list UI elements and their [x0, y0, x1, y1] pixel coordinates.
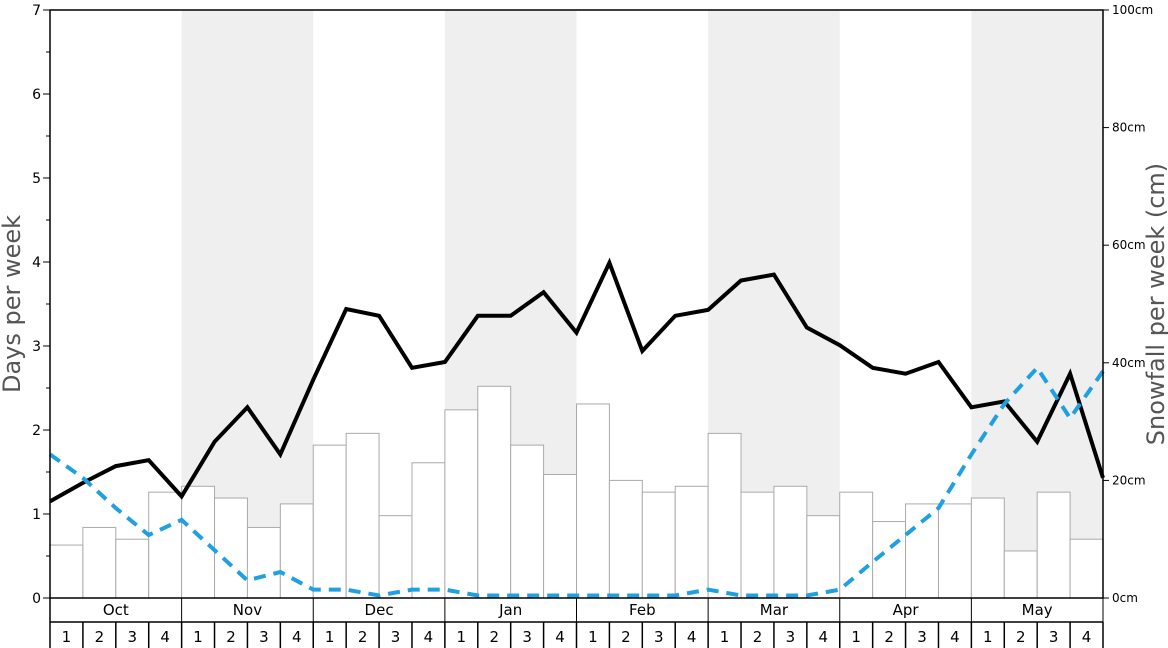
- y2-tick-label: 40cm: [1112, 356, 1146, 370]
- snowfall-bar: [707, 432, 742, 599]
- week-label: 3: [127, 628, 137, 646]
- y-tick-label: 7: [32, 3, 41, 19]
- y-tick-label: 5: [32, 171, 41, 187]
- snowfall-bar: [312, 444, 347, 599]
- month-label-dec: Dec: [365, 601, 394, 619]
- y-tick-label: 4: [32, 255, 41, 271]
- right-axis: 0cm 20cm 40cm 60cm 80cm 100cm: [1103, 3, 1153, 605]
- week-label: 1: [720, 628, 730, 646]
- y-tick-label: 3: [32, 339, 41, 355]
- snowfall-bar: [411, 462, 446, 599]
- snowfall-bar: [641, 491, 676, 599]
- snowfall-bar: [148, 491, 183, 599]
- left-axis: 0 1 2 3 4 5 6 7: [32, 3, 50, 607]
- snowfall-bar: [444, 409, 479, 599]
- week-label: 3: [786, 628, 796, 646]
- snowfall-bar: [1036, 491, 1071, 599]
- week-label: 4: [950, 628, 960, 646]
- week-label: 3: [522, 628, 532, 646]
- snowfall-bar: [510, 444, 545, 599]
- week-label: 4: [819, 628, 829, 646]
- week-label: 3: [917, 628, 927, 646]
- y2-tick-label: 0cm: [1112, 591, 1138, 605]
- month-axis: Oct Nov Dec Jan Feb Mar Apr May: [49, 598, 1104, 623]
- month-label-mar: Mar: [760, 601, 789, 619]
- week-label: 4: [160, 628, 170, 646]
- y-tick-label: 0: [32, 591, 41, 607]
- week-label: 3: [654, 628, 664, 646]
- week-label: 2: [358, 628, 368, 646]
- snowfall-bar: [740, 491, 775, 599]
- snowfall-bar: [576, 403, 610, 599]
- week-label: 1: [193, 628, 203, 646]
- week-label: 3: [391, 628, 401, 646]
- week-label: 2: [621, 628, 631, 646]
- snowfall-bar: [905, 503, 939, 599]
- month-label-jan: Jan: [498, 601, 522, 619]
- snowfall-bar: [279, 503, 314, 599]
- y2-axis-title: Snowfall per week (cm): [1142, 163, 1168, 445]
- snowfall-bar: [773, 485, 808, 599]
- week-label: 4: [687, 628, 697, 646]
- snowfall-bar: [115, 538, 150, 599]
- week-label: 4: [1082, 628, 1092, 646]
- month-label-oct: Oct: [103, 601, 129, 619]
- y-tick-label: 6: [32, 87, 41, 103]
- week-label: 4: [555, 628, 565, 646]
- month-label-may: May: [1022, 601, 1053, 619]
- y2-tick-label: 60cm: [1112, 238, 1146, 252]
- snowfall-bar: [839, 491, 874, 599]
- snowfall-bar: [214, 497, 248, 599]
- week-label: 2: [95, 628, 105, 646]
- week-label: 1: [457, 628, 467, 646]
- snowfall-bar: [1003, 550, 1038, 599]
- snowfall-bar: [674, 485, 709, 599]
- week-label: 3: [259, 628, 269, 646]
- week-label: 1: [588, 628, 598, 646]
- week-label: 2: [489, 628, 499, 646]
- y-tick-label: 2: [32, 423, 41, 439]
- month-label-feb: Feb: [629, 601, 656, 619]
- snowfall-bar: [181, 485, 216, 599]
- week-label: 4: [424, 628, 434, 646]
- snowfall-bar: [477, 385, 512, 599]
- y-axis-title: Days per week: [0, 215, 26, 393]
- month-label-apr: Apr: [893, 601, 920, 619]
- y2-tick-label: 100cm: [1112, 3, 1153, 17]
- week-label: 1: [62, 628, 72, 646]
- dashed-line-series: [48, 364, 1105, 598]
- snowfall-bar: [246, 526, 281, 599]
- day-lines: [48, 257, 1105, 598]
- week-label: 1: [851, 628, 861, 646]
- y-tick-label: 1: [32, 507, 41, 523]
- snowfall-bar: [1069, 538, 1104, 599]
- week-label: 3: [1049, 628, 1059, 646]
- week-label: 1: [325, 628, 335, 646]
- week-label: 1: [983, 628, 993, 646]
- week-label: 2: [753, 628, 763, 646]
- snowfall-bar: [345, 432, 380, 599]
- snowfall-bar: [937, 503, 972, 599]
- week-label: 2: [884, 628, 894, 646]
- week-axis: 1 2 3 4 1 2 3 4 1 2 3 4 1 2 3 4 1 2 3 4 1 2 3 4 1 2 3 4 1 2 3 4: [49, 622, 1104, 648]
- snowfall-bar: [970, 497, 1005, 599]
- snowfall-bars: [49, 385, 1104, 599]
- snowfall-bar: [608, 479, 643, 599]
- snowfall-bar: [543, 474, 577, 599]
- week-label: 2: [1016, 628, 1026, 646]
- week-label: 2: [226, 628, 236, 646]
- month-label-nov: Nov: [233, 601, 262, 619]
- snowfall-bar: [806, 515, 841, 599]
- week-label: 4: [292, 628, 302, 646]
- y2-tick-label: 20cm: [1112, 473, 1146, 487]
- snowfall-bar: [49, 544, 84, 599]
- y2-tick-label: 80cm: [1112, 121, 1146, 135]
- snowfall-bar: [82, 526, 117, 599]
- snowfall-bar: [378, 515, 413, 599]
- solid-line-series: [49, 257, 1105, 504]
